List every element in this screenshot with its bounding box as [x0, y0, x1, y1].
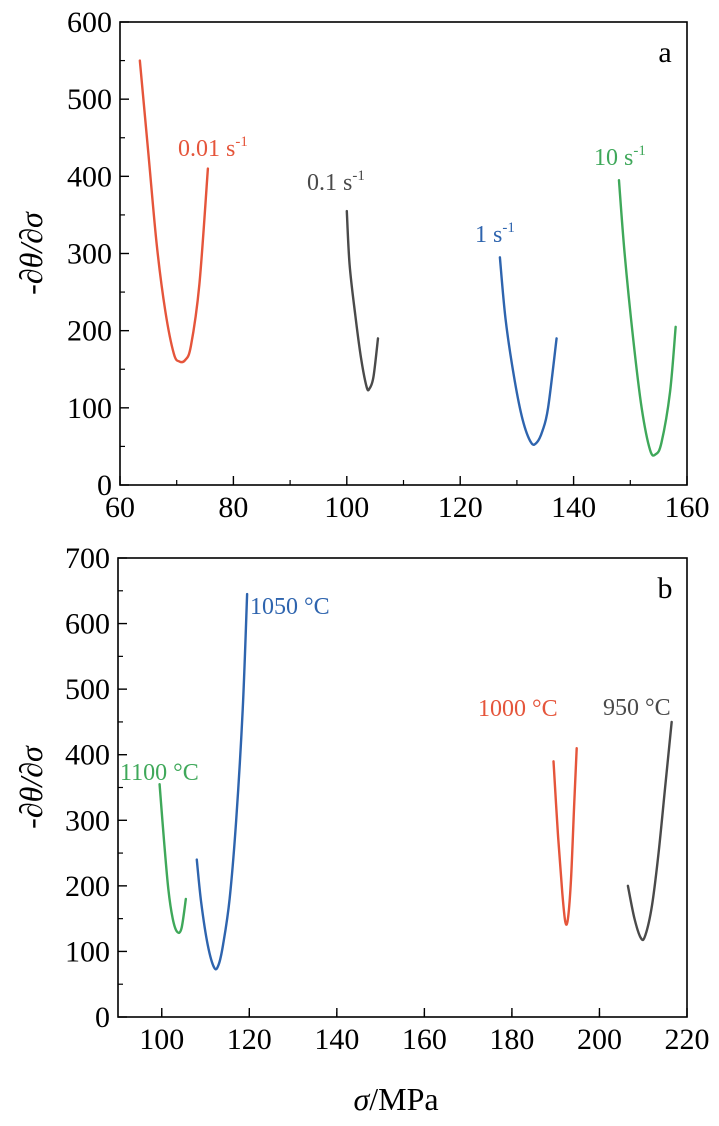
panel-label: a — [658, 36, 671, 69]
y-tick-label: 600 — [67, 6, 112, 39]
series-label: 950 °C — [603, 695, 671, 721]
x-tick-label: 120 — [438, 491, 483, 524]
series-line — [345, 209, 380, 392]
series-line — [552, 746, 578, 926]
x-axis-unit: /MPa — [369, 1081, 438, 1117]
y-tick-label: 200 — [67, 315, 112, 348]
y-tick-label: 100 — [65, 935, 110, 968]
y-tick-label: 0 — [95, 1001, 110, 1034]
series-label-superscript: -1 — [235, 134, 248, 150]
x-tick-label: 120 — [227, 1023, 272, 1056]
series-label-superscript: -1 — [352, 168, 365, 184]
series-label: 1 s-1 — [475, 220, 515, 248]
series-line — [617, 178, 677, 457]
series-label-text: 0.1 s — [307, 170, 352, 196]
y-tick-label: 300 — [67, 238, 112, 271]
series-line — [498, 256, 558, 446]
y-tick-label: 200 — [65, 870, 110, 903]
series-label-text: 1050 °C — [250, 594, 330, 620]
series-line — [626, 720, 673, 942]
series-label: 0.1 s-1 — [307, 168, 365, 196]
y-tick-label: 500 — [65, 673, 110, 706]
series-label: 10 s-1 — [594, 143, 646, 171]
series-label-text: 1000 °C — [478, 696, 558, 722]
x-tick-label: 180 — [489, 1023, 534, 1056]
y-axis-title: -∂θ/∂σ — [13, 211, 49, 295]
y-tick-label: 500 — [67, 83, 112, 116]
y-tick-label: 0 — [97, 469, 112, 502]
series-label-superscript: -1 — [502, 220, 515, 236]
x-tick-label: 160 — [665, 491, 710, 524]
x-tick-label: 140 — [551, 491, 596, 524]
series-label: 1100 °C — [120, 760, 199, 786]
series-label-superscript: -1 — [633, 143, 646, 159]
series-label-text: 950 °C — [603, 695, 671, 721]
y-tick-label: 300 — [65, 804, 110, 837]
y-tick-label: 700 — [65, 542, 110, 575]
x-tick-label: 80 — [218, 491, 248, 524]
series-label-text: 10 s — [594, 145, 633, 171]
x-tick-label: 100 — [324, 491, 369, 524]
x-tick-label: 100 — [139, 1023, 184, 1056]
x-tick-label: 160 — [402, 1023, 447, 1056]
x-tick-label: 200 — [577, 1023, 622, 1056]
chart-panel-b: 100 120 140 160 180 200 220 0 100 200 300 400 500 600… — [13, 542, 710, 1056]
series-label: 1050 °C — [250, 594, 330, 620]
panel-label: b — [658, 572, 673, 605]
y-tick-label: 400 — [67, 160, 112, 193]
series-label-text: 0.01 s — [178, 136, 235, 162]
plot-frame — [117, 557, 688, 1018]
x-axis-title: σ/MPa — [353, 1081, 438, 1117]
x-axis-symbol: σ — [353, 1081, 370, 1117]
x-tick-label: 140 — [314, 1023, 359, 1056]
chart-panel-a: 60 80 100 120 140 160 0 100 200 300 400 500 600 -∂θ/∂… — [13, 6, 710, 524]
x-tick-label: 60 — [105, 491, 135, 524]
series-label: 1000 °C — [478, 696, 558, 722]
series-label: 0.01 s-1 — [178, 134, 248, 162]
series-line — [138, 59, 210, 364]
y-tick-label: 600 — [65, 608, 110, 641]
series-label-text: 1100 °C — [120, 760, 199, 786]
y-tick-label: 100 — [67, 392, 112, 425]
y-tick-label: 400 — [65, 739, 110, 772]
x-tick-label: 220 — [665, 1023, 710, 1056]
y-axis-title: -∂θ/∂σ — [13, 745, 49, 829]
series-label-text: 1 s — [475, 222, 502, 248]
series-line — [158, 783, 188, 935]
plot-frame — [119, 21, 688, 486]
series-line — [195, 592, 249, 971]
